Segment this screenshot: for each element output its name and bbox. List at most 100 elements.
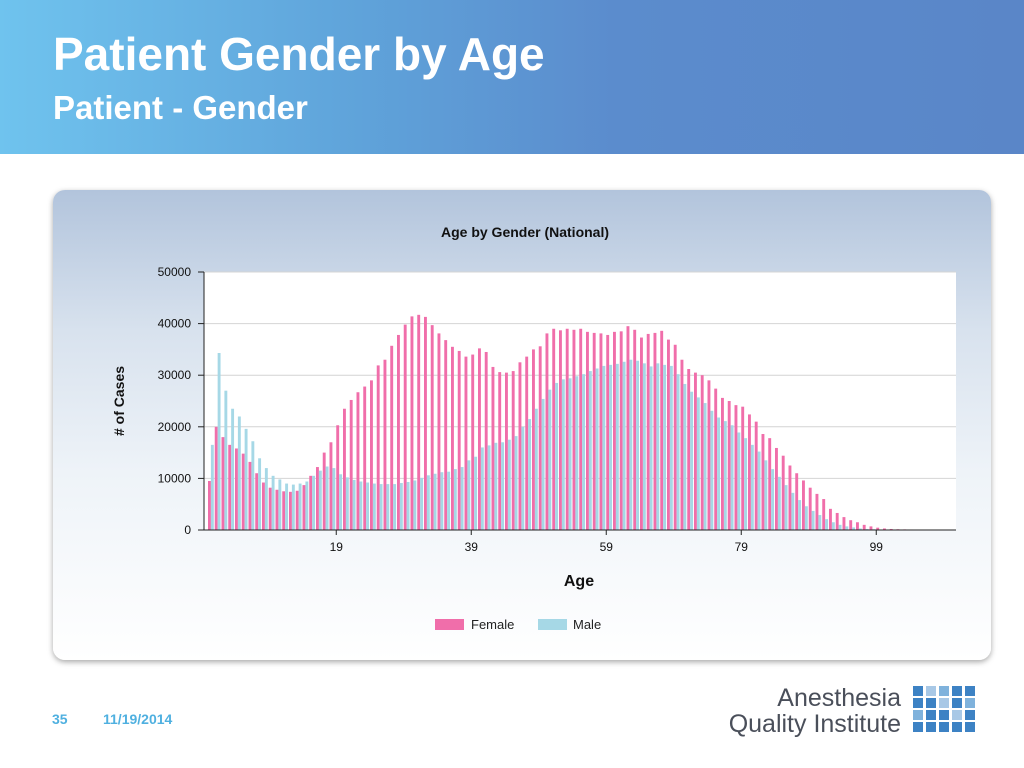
female-bar bbox=[680, 359, 684, 530]
y-tick-label: 20000 bbox=[158, 420, 192, 434]
male-bar bbox=[447, 471, 451, 530]
female-bar bbox=[511, 371, 515, 530]
female-bar bbox=[397, 334, 400, 530]
male-bar bbox=[210, 444, 214, 530]
female-bar bbox=[430, 325, 434, 530]
male-bar bbox=[244, 428, 248, 530]
legend-label-male: Male bbox=[573, 617, 601, 632]
slide-title: Patient Gender by Age bbox=[53, 28, 545, 80]
male-bar bbox=[528, 419, 532, 530]
male-bar bbox=[656, 363, 660, 530]
female-bar bbox=[640, 337, 643, 530]
female-bar bbox=[457, 350, 461, 530]
female-bar bbox=[572, 329, 576, 530]
slide-date: 11/19/2014 bbox=[103, 711, 173, 727]
male-bar bbox=[352, 479, 356, 530]
female-bar bbox=[586, 331, 589, 530]
female-bar bbox=[700, 375, 704, 530]
male-bar bbox=[710, 410, 714, 530]
female-bar bbox=[842, 517, 846, 530]
female-bar bbox=[849, 520, 853, 530]
female-bar bbox=[592, 332, 596, 530]
male-bar bbox=[568, 378, 572, 530]
male-bar bbox=[555, 382, 559, 530]
female-bar bbox=[775, 447, 778, 530]
male-bar bbox=[750, 444, 754, 530]
male-bar bbox=[264, 468, 268, 530]
male-bar bbox=[683, 383, 687, 530]
female-bar bbox=[390, 345, 394, 530]
male-bar bbox=[791, 492, 795, 530]
x-tick-label: 39 bbox=[465, 540, 479, 554]
male-bar bbox=[217, 353, 221, 530]
female-bar bbox=[754, 421, 758, 530]
female-bar bbox=[484, 351, 488, 530]
female-bar bbox=[221, 437, 225, 530]
logo-text-line2: Quality Institute bbox=[728, 710, 901, 738]
female-bar bbox=[302, 485, 306, 530]
x-tick-label: 79 bbox=[735, 540, 749, 554]
male-bar bbox=[744, 438, 748, 530]
female-bar bbox=[464, 356, 468, 530]
male-bar bbox=[845, 526, 849, 530]
male-bar bbox=[399, 483, 403, 530]
y-axis-label: # of Cases bbox=[111, 366, 127, 436]
male-bar bbox=[345, 477, 349, 530]
female-bar bbox=[714, 388, 718, 530]
female-bar bbox=[619, 331, 623, 530]
logo-text-line1: Anesthesia bbox=[777, 684, 901, 712]
male-bar bbox=[521, 426, 525, 530]
male-bar bbox=[501, 442, 505, 530]
male-bar bbox=[258, 458, 262, 530]
male-bar bbox=[237, 416, 241, 530]
female-bar bbox=[505, 372, 508, 530]
legend: Female Male bbox=[435, 617, 601, 632]
y-tick-labels: 0 10000 20000 30000 40000 50000 bbox=[158, 265, 192, 537]
female-bar bbox=[309, 475, 313, 530]
female-bar bbox=[403, 324, 407, 530]
female-bar bbox=[498, 372, 502, 530]
female-bar bbox=[673, 344, 677, 530]
male-bar bbox=[602, 365, 606, 530]
male-bar bbox=[663, 364, 667, 530]
legend-label-female: Female bbox=[471, 617, 514, 632]
female-bar bbox=[444, 340, 448, 530]
male-bar bbox=[609, 364, 613, 530]
male-bar bbox=[372, 483, 376, 530]
legend-swatch-female bbox=[435, 619, 464, 630]
female-bar bbox=[471, 354, 475, 530]
male-bar bbox=[831, 522, 835, 530]
female-bar bbox=[376, 365, 380, 530]
male-bar bbox=[615, 363, 619, 530]
male-bar bbox=[318, 470, 322, 530]
male-bar bbox=[723, 421, 727, 530]
female-bar bbox=[343, 408, 346, 530]
y-tick-label: 10000 bbox=[158, 471, 192, 485]
male-bar bbox=[730, 425, 734, 530]
page-number: 35 bbox=[52, 711, 68, 727]
male-bar bbox=[312, 475, 316, 530]
male-bar bbox=[818, 515, 822, 530]
female-bar bbox=[316, 467, 319, 530]
female-bar bbox=[559, 330, 562, 530]
female-bar bbox=[795, 473, 799, 530]
female-bar bbox=[370, 380, 373, 530]
male-bar bbox=[649, 366, 653, 530]
male-bar bbox=[359, 481, 363, 530]
male-bar bbox=[379, 484, 383, 530]
male-bar bbox=[804, 506, 808, 530]
female-bar bbox=[660, 330, 664, 530]
chart-title: Age by Gender (National) bbox=[441, 224, 609, 240]
male-bar bbox=[757, 451, 761, 530]
male-bar bbox=[696, 397, 700, 530]
y-tick-label: 40000 bbox=[158, 317, 192, 331]
female-bar bbox=[822, 499, 826, 530]
male-bar bbox=[622, 361, 626, 530]
male-bar bbox=[541, 398, 545, 530]
male-bar bbox=[777, 476, 781, 530]
male-bar bbox=[224, 390, 228, 530]
female-bar bbox=[538, 346, 542, 530]
male-bar bbox=[642, 363, 646, 530]
male-bar bbox=[480, 447, 484, 530]
male-bar bbox=[507, 439, 511, 530]
